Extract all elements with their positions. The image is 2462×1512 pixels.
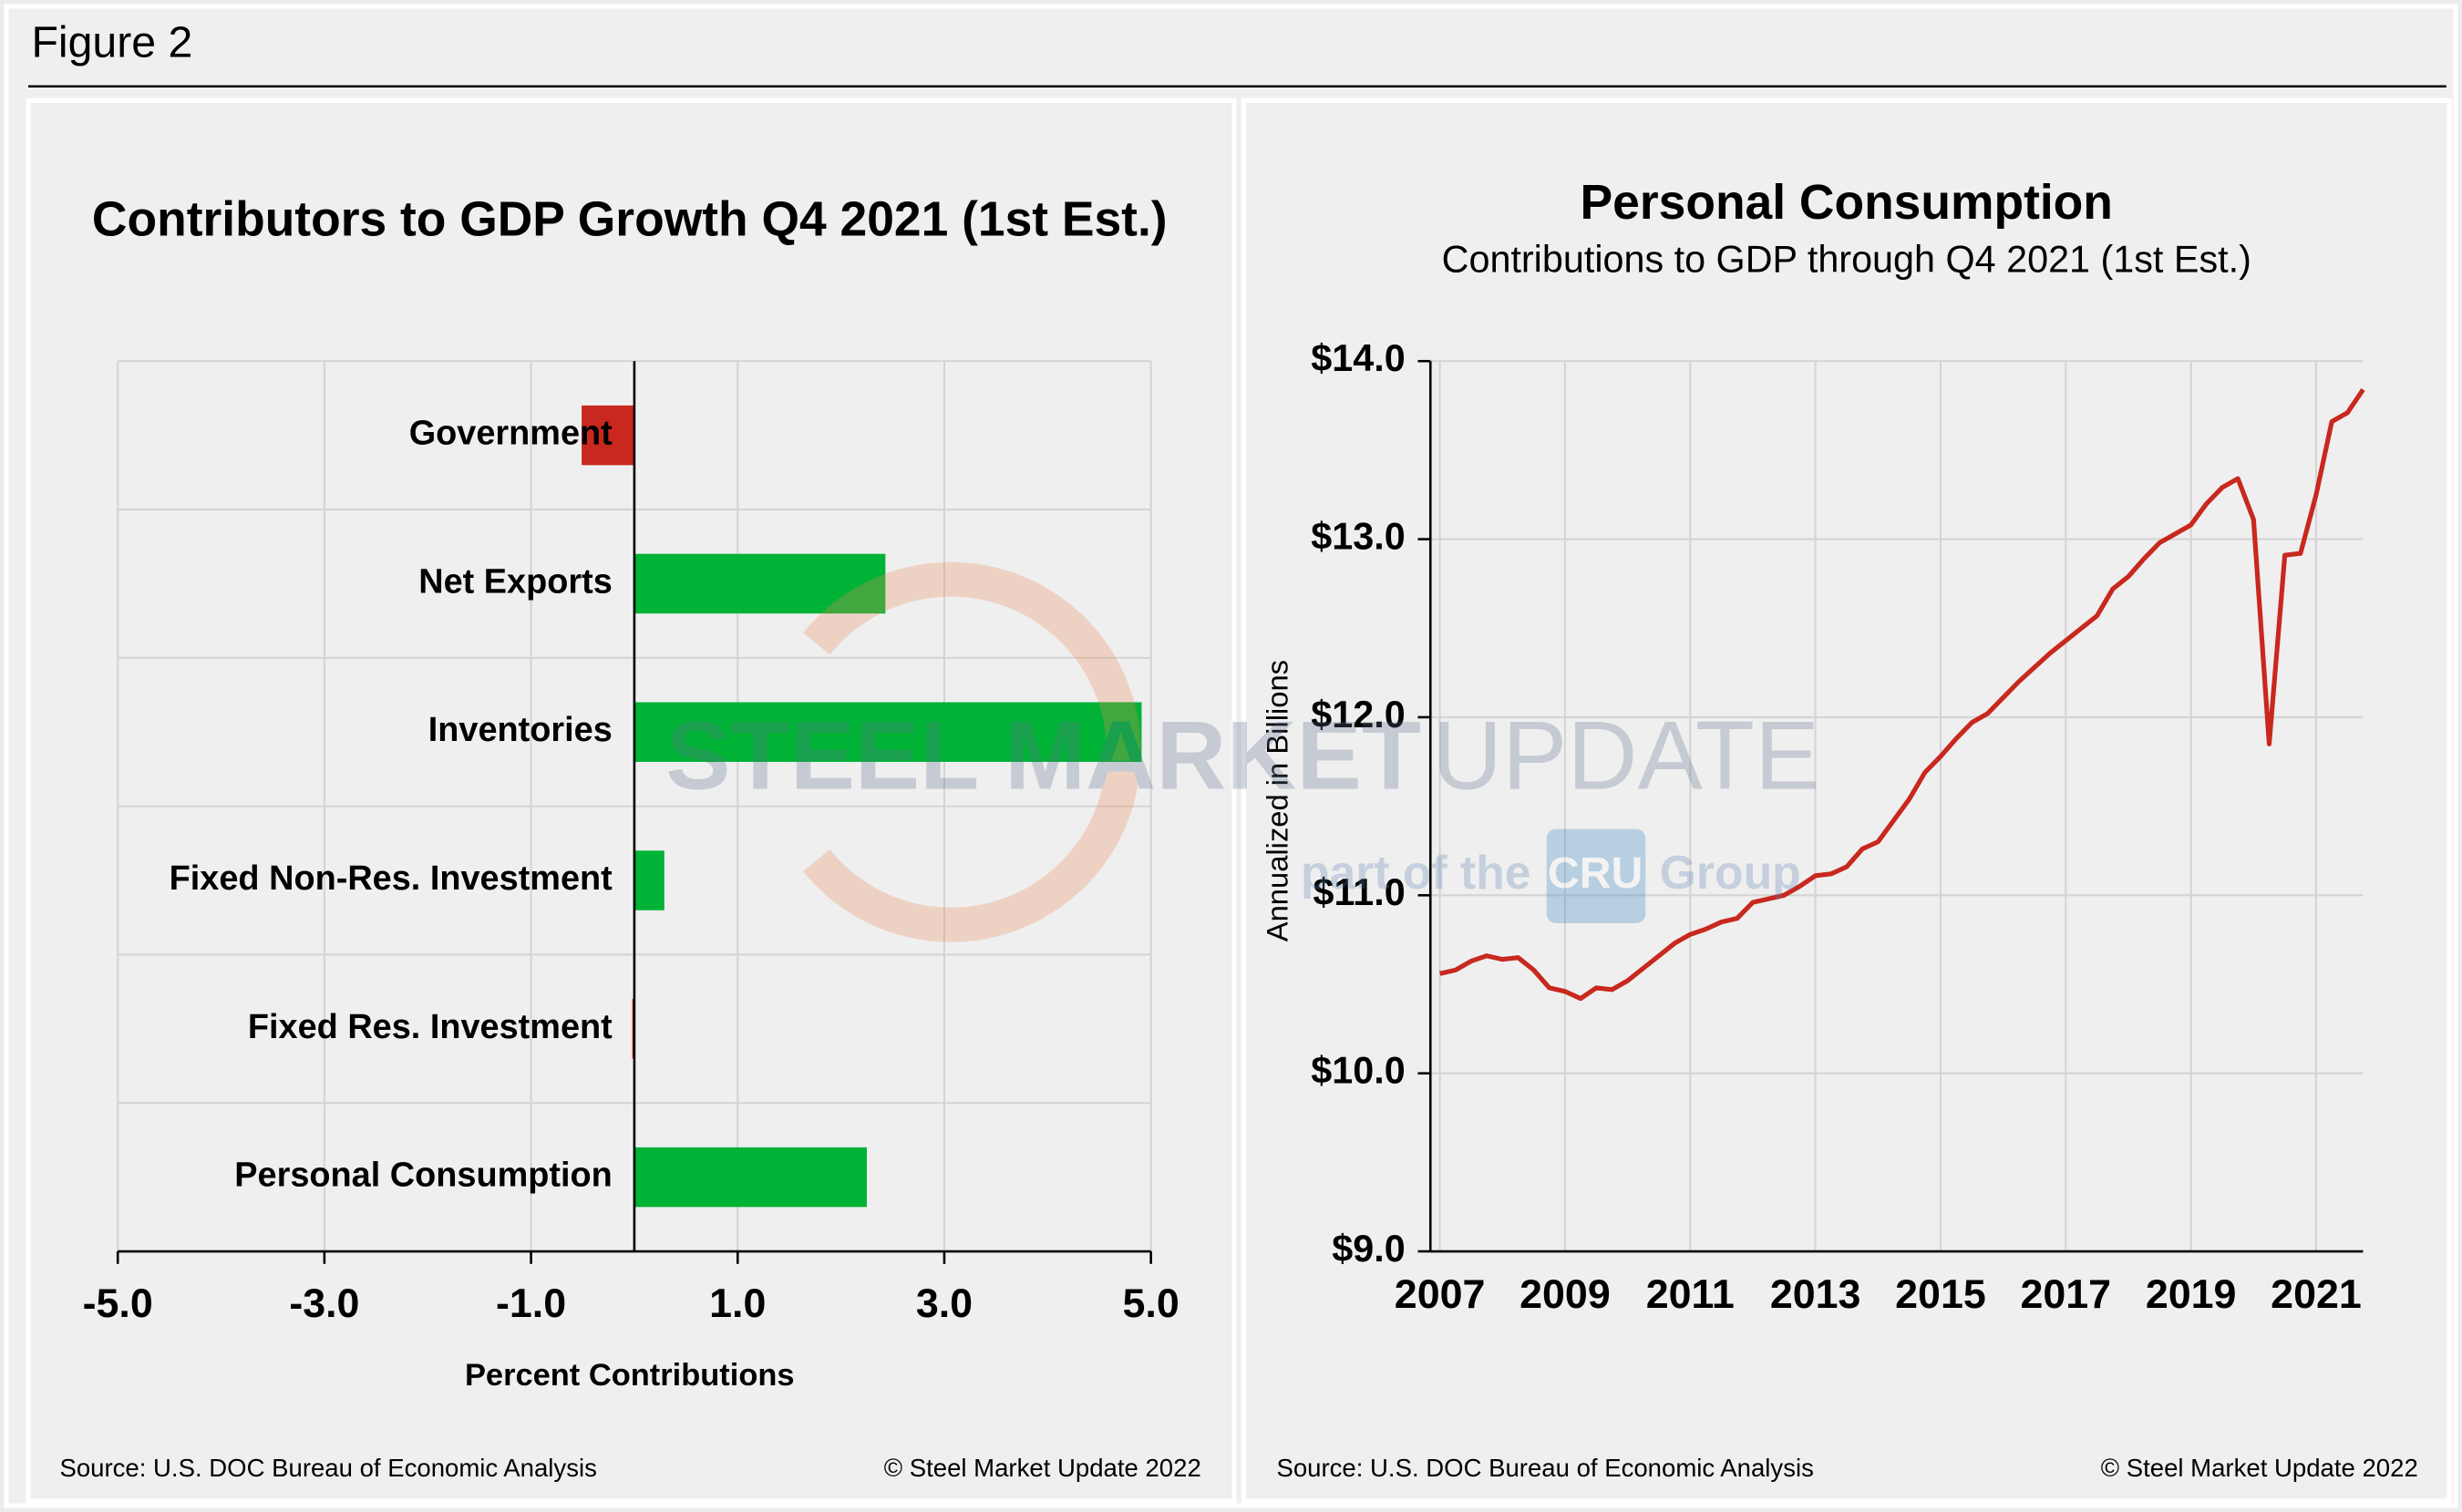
category-label: Government bbox=[409, 415, 613, 453]
source: Source: U.S. DOC Bureau of Economic Anal… bbox=[1276, 1454, 1813, 1482]
series-line bbox=[1439, 388, 2365, 1002]
x-tick-label: 5.0 bbox=[1123, 1281, 1179, 1326]
right-panel bbox=[1241, 98, 2452, 1504]
category-label: Fixed Res. Investment bbox=[248, 1008, 613, 1046]
y-tick-label: $14.0 bbox=[1311, 337, 1405, 379]
x-tick-label: 2021 bbox=[2271, 1271, 2362, 1317]
category-label: Personal Consumption bbox=[234, 1157, 613, 1195]
credit: © Steel Market Update 2022 bbox=[2101, 1454, 2418, 1482]
watermark: STEEL MARKET UPDATE part of the CRU Grou… bbox=[665, 561, 1819, 942]
y-tick-label: $13.0 bbox=[1311, 516, 1405, 558]
x-tick-label: -5.0 bbox=[83, 1281, 153, 1326]
category-label: Inventories bbox=[428, 711, 613, 749]
bar bbox=[634, 850, 664, 910]
watermark-arc bbox=[803, 561, 1141, 942]
watermark-brand: UPDATE bbox=[1432, 700, 1819, 809]
watermark-logo-box bbox=[1546, 828, 1646, 923]
bar bbox=[634, 553, 886, 614]
x-tick-label: 2015 bbox=[1895, 1271, 1986, 1317]
y-tick-label: $11.0 bbox=[1313, 871, 1406, 913]
x-tick-label: 2009 bbox=[1519, 1271, 1611, 1317]
chart-title: Personal Consumption bbox=[1581, 176, 2113, 230]
category-label: Net Exports bbox=[418, 562, 613, 601]
chart-title: Contributors to GDP Growth Q4 2021 (1st … bbox=[92, 193, 1168, 247]
credit: © Steel Market Update 2022 bbox=[884, 1454, 1201, 1482]
x-tick-label: 2011 bbox=[1646, 1271, 1735, 1317]
y-tick-label: $10.0 bbox=[1311, 1050, 1405, 1092]
x-tick-label: -1.0 bbox=[496, 1281, 566, 1326]
left-panel bbox=[26, 98, 1237, 1504]
source: Source: U.S. DOC Bureau of Economic Anal… bbox=[59, 1454, 596, 1482]
x-tick-label: 1.0 bbox=[709, 1281, 766, 1326]
x-tick-label: 2013 bbox=[1770, 1271, 1861, 1317]
watermark-tagline: part of the bbox=[1301, 846, 1531, 899]
x-tick-label: -3.0 bbox=[289, 1281, 359, 1326]
figure-title: Figure 2 bbox=[31, 18, 192, 67]
x-tick-label: 2017 bbox=[2021, 1271, 2112, 1317]
bar bbox=[634, 1147, 867, 1208]
y-tick-label: $12.0 bbox=[1311, 694, 1405, 735]
y-tick-label: $9.0 bbox=[1332, 1228, 1405, 1270]
x-tick-label: 2007 bbox=[1395, 1271, 1486, 1317]
bar bbox=[634, 702, 1142, 762]
x-tick-label: 2019 bbox=[2146, 1271, 2237, 1317]
watermark-logo: CRU bbox=[1548, 849, 1643, 898]
watermark-brand-bold: STEEL MARKET bbox=[665, 700, 1421, 809]
watermark-tagline-end: Group bbox=[1660, 846, 1801, 899]
bar bbox=[582, 405, 634, 466]
x-tick-label: 3.0 bbox=[916, 1281, 973, 1326]
y-axis-label: Annualized in Billions bbox=[1261, 660, 1294, 941]
chart-subtitle: Contributions to GDP through Q4 2021 (1s… bbox=[1442, 239, 2251, 281]
category-label: Fixed Non-Res. Investment bbox=[170, 859, 613, 898]
x-axis-label: Percent Contributions bbox=[465, 1358, 795, 1393]
